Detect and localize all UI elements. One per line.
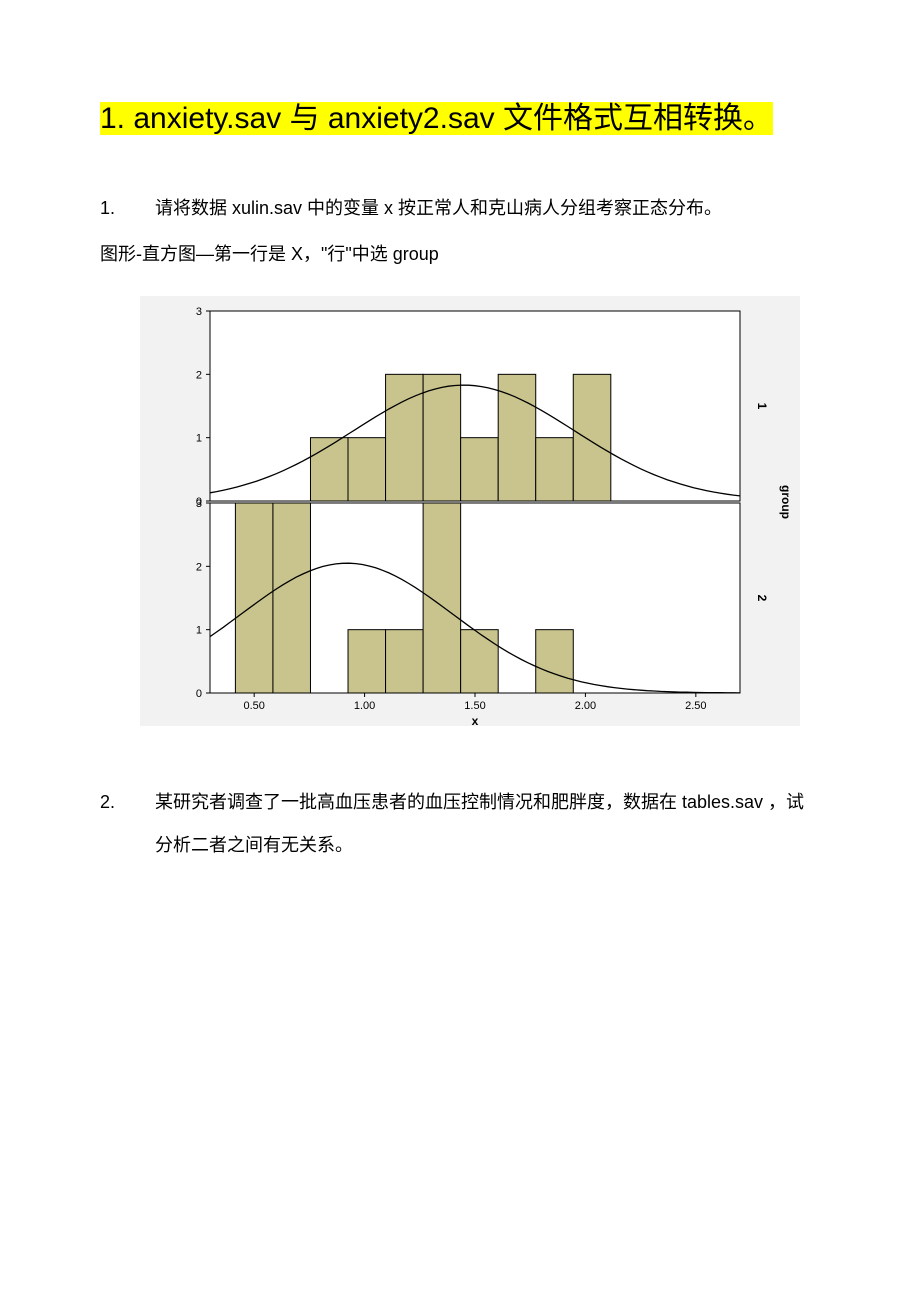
list-item-2-text: 某研究者调查了一批高血压患者的血压控制情况和肥胖度，数据在 tables.sav… xyxy=(155,781,820,867)
svg-text:0.50: 0.50 xyxy=(243,700,264,712)
svg-text:0: 0 xyxy=(196,688,202,700)
svg-text:1: 1 xyxy=(755,403,769,410)
svg-text:1: 1 xyxy=(196,625,202,637)
svg-text:3: 3 xyxy=(196,306,202,318)
list-item-2-number: 2. xyxy=(100,781,155,867)
list-item-1-number: 1. xyxy=(100,187,155,230)
svg-text:2: 2 xyxy=(196,562,202,574)
chart-instruction: 图形-直方图—第一行是 X，"行"中选 group xyxy=(100,240,820,266)
svg-text:2: 2 xyxy=(755,595,769,602)
list-item-1: 1. 请将数据 xulin.sav 中的变量 x 按正常人和克山病人分组考察正态… xyxy=(100,187,820,230)
histogram-svg: 01231012320.501.001.502.002.50xgroup xyxy=(140,296,800,726)
title-highlight: 1. anxiety.sav 与 anxiety2.sav 文件格式互相转换。 xyxy=(100,102,773,135)
svg-text:1.00: 1.00 xyxy=(354,700,375,712)
list-item-1-text: 请将数据 xulin.sav 中的变量 x 按正常人和克山病人分组考察正态分布。 xyxy=(155,187,820,230)
svg-text:2: 2 xyxy=(196,370,202,382)
svg-text:3: 3 xyxy=(196,498,202,510)
list-item-2: 2. 某研究者调查了一批高血压患者的血压控制情况和肥胖度，数据在 tables.… xyxy=(100,781,820,867)
svg-text:1: 1 xyxy=(196,433,202,445)
page-title: 1. anxiety.sav 与 anxiety2.sav 文件格式互相转换。 xyxy=(100,90,820,147)
svg-text:group: group xyxy=(779,485,793,519)
svg-text:1.50: 1.50 xyxy=(464,700,485,712)
svg-text:x: x xyxy=(472,714,479,726)
page: 1. anxiety.sav 与 anxiety2.sav 文件格式互相转换。 … xyxy=(0,0,920,1302)
svg-text:2.50: 2.50 xyxy=(685,700,706,712)
histogram-chart: 01231012320.501.001.502.002.50xgroup xyxy=(140,296,820,731)
svg-text:2.00: 2.00 xyxy=(575,700,596,712)
